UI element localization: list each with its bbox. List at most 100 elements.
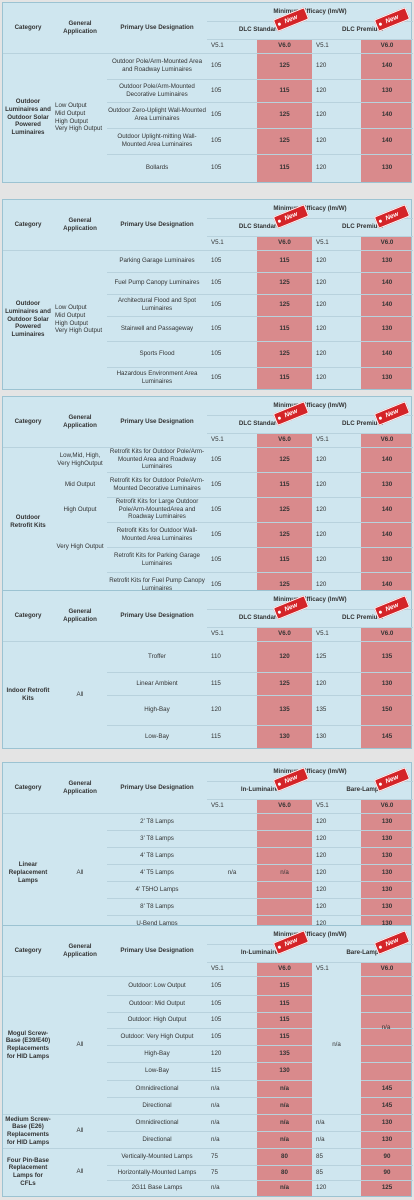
grid-line [107,1045,413,1046]
value-v51-c: 120 [316,851,327,859]
primary-use-cell: Hazardous Environment Area Luminaires [116,370,198,385]
value-v51-c: 85 [316,1152,323,1160]
value-v60-b: n/a [280,1084,289,1092]
category-cell: Linear Replacement Lamps [8,861,48,884]
table-panel: Category General Application Primary Use D… [2,396,413,598]
general-application-cell: Very High Output [56,543,104,551]
primary-use-cell: Vertically-Mounted Lamps [121,1152,193,1160]
v60-column-highlight [361,433,411,597]
grid-line [107,830,413,831]
value-v60-d: 130 [381,1118,393,1126]
value-v60-b: 115 [279,1016,290,1024]
value-v51-a: n/a [211,1101,220,1109]
value-v60-d: 140 [381,505,393,513]
value-v60-b: 80 [281,1152,288,1160]
value-v51-a: 115 [211,1067,221,1075]
v60-column-highlight [257,39,312,182]
header-min-efficacy: Minimum Efficacy (lm/W) [273,931,347,939]
table-panel: Category General Application Primary Use D… [2,2,413,183]
value-v51-a: 105 [211,301,222,309]
primary-use-cell: High-Bay [144,1049,170,1057]
grid-line [107,1131,413,1132]
value-v51-c: 120 [316,350,327,358]
value-v51-a: 105 [211,530,222,538]
table-panel: Category General Application Primary Use D… [2,762,413,934]
header-v51: V5.1 [211,436,224,444]
value-v60-b: 130 [279,1067,290,1075]
primary-use-cell: Retrofit Kits for Fuel Pump Canopy Lumin… [109,576,205,592]
primary-use-cell: Retrofit Kits for Outdoor Wall-Mounted A… [116,526,198,542]
value-v51-c: 120 [316,834,327,842]
primary-use-cell: 4' T8 Lamps [140,851,174,859]
category-cell: Outdoor Retrofit Kits [10,514,46,529]
value-v51-c: 120 [316,480,327,488]
grid-line [107,522,413,523]
header-min-efficacy: Minimum Efficacy (lm/W) [273,402,347,410]
v60-column-highlight [257,627,312,748]
header-group-2: DLC Premium [342,614,383,622]
header-category: Category [14,24,42,32]
value-v60-d: 140 [381,137,393,145]
primary-use-cell: Outdoor Zero-Uplight Wall-Mounted Area L… [108,107,206,122]
value-v60-b: 135 [279,706,290,714]
primary-use-cell: Directional [142,1135,172,1143]
grid-line [107,881,413,882]
grid-line [107,1114,413,1115]
value-v51-c: 120 [316,257,327,265]
v60-column-highlight [257,236,312,389]
general-application-cell: Mid Output [64,480,96,488]
header-v60: V6.0 [380,802,394,810]
value-v60-d: 140 [381,111,393,119]
general-application-cell: All [76,690,84,698]
v60-column-highlight [361,236,411,389]
value-v60-d: 125 [381,1184,393,1192]
value-v60-b: 115 [279,981,290,989]
value-v51-c: 120 [316,902,327,910]
value-v51-a: 75 [211,1152,218,1160]
category-cell: Medium Screw-Base (E26) Replacements for… [5,1115,51,1146]
value-v60-b: 115 [279,86,290,94]
header-v60: V6.0 [278,42,291,50]
header-v60: V6.0 [380,239,394,247]
general-application-cell: High Output [63,505,97,513]
grid-line [207,415,413,416]
value-v51-a: 120 [211,1049,222,1057]
value-v51-a: 105 [211,279,222,287]
primary-use-cell: Outdoor: Low Output [128,981,186,989]
value-v60-d: 145 [381,1084,393,1092]
header-primary-use: Primary Use Designation [120,784,194,792]
value-v51-a: 105 [211,86,222,94]
grid-line [107,572,413,573]
grid-line [107,672,413,673]
value-v60-b: 125 [279,62,290,70]
header-category: Category [14,947,42,955]
primary-use-cell: Outdoor: Mid Output [128,999,186,1007]
grid-line [207,236,413,237]
value-v60-d: 135 [381,652,393,660]
value-v60-d: 145 [381,732,393,740]
general-application-cell: All [76,1041,84,1049]
value-v51-a: 105 [211,999,222,1007]
header-v60: V6.0 [380,630,394,638]
primary-use-cell: Sports Flood [139,350,175,358]
value-v60-b: 125 [279,530,290,538]
grid-line [107,547,413,548]
primary-use-cell: 2G11 Base Lamps [131,1184,183,1192]
primary-use-cell: Linear Ambient [136,679,178,687]
primary-use-cell: Fuel Pump Canopy Luminaires [114,279,200,287]
value-v60-b: n/a [280,1101,289,1109]
primary-use-cell: 4' T5 Lamps [140,868,174,876]
grid-line [107,79,413,80]
value-v60-b: 125 [279,455,290,463]
v60-column-highlight [257,433,312,597]
grid-line [207,944,413,945]
grid-line [107,367,413,368]
header-v51: V5.1 [211,965,224,973]
value-v60-d: 90 [383,1152,391,1160]
value-v51-a: 105 [211,555,222,563]
primary-use-cell: Low-Bay [144,1067,170,1075]
value-v51-a: 105 [211,257,222,265]
value-v51-a: n/a [211,1184,220,1192]
header-v60: V6.0 [380,965,394,973]
header-v60: V6.0 [380,42,394,50]
